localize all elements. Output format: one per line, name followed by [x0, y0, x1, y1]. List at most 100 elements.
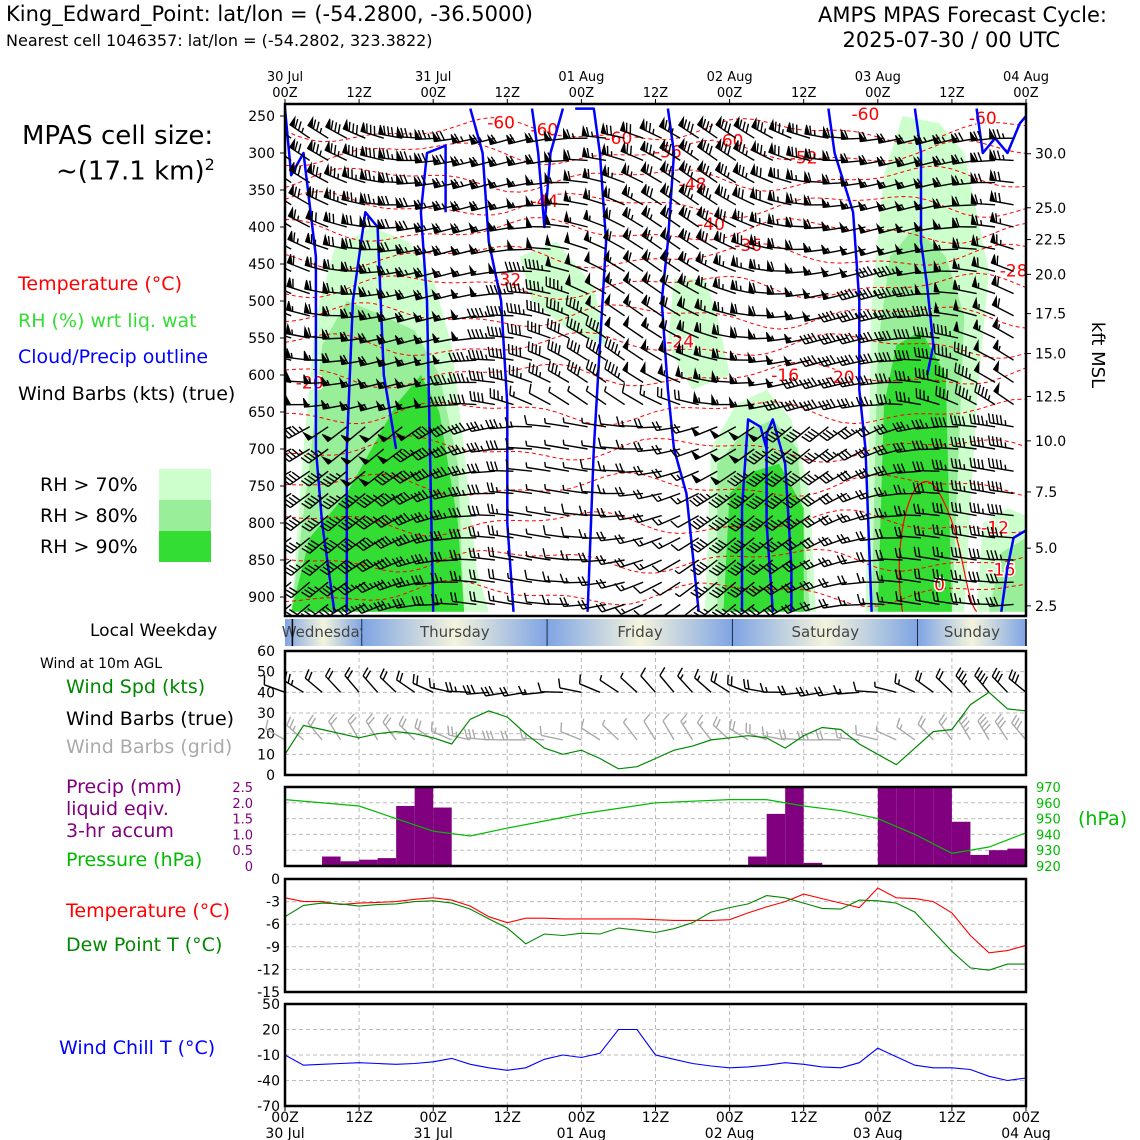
- wind-barb: [678, 137, 700, 161]
- barb-staff: [524, 569, 551, 583]
- wind-barb: [855, 266, 885, 279]
- wind-barb: [913, 346, 940, 361]
- barb-pennant: [932, 177, 941, 188]
- barb-pennant: [506, 177, 515, 188]
- barb-pennant: [659, 204, 667, 217]
- barb-pennant: [271, 207, 276, 217]
- wind-barb: [987, 503, 1014, 517]
- wind-barb: [729, 372, 755, 385]
- barb-staff: [447, 444, 477, 456]
- top-time-label: 00Z: [717, 86, 743, 101]
- wind10m-barb-true: [263, 675, 286, 693]
- barb-pennant: [727, 431, 740, 441]
- weekday-bar: Wednesday Thursday Friday Saturday Sunday: [282, 619, 1027, 646]
- wind-barb: [659, 181, 681, 206]
- wind-barb: [991, 294, 1014, 317]
- barb-staff: [931, 438, 959, 450]
- barb-pennant: [972, 296, 979, 310]
- wind-barb: [745, 470, 774, 488]
- barb-pennant: [303, 374, 311, 385]
- barb-pennant: [525, 215, 533, 228]
- barb-pennant: [450, 308, 459, 321]
- precip-bar: [414, 787, 434, 866]
- barb-pennant: [622, 250, 629, 262]
- barb-staff: [544, 439, 570, 450]
- barb-staff: [763, 537, 792, 553]
- wind-barb: [651, 444, 681, 455]
- wind-barb: [817, 354, 848, 367]
- wind10m-barb-true: [599, 674, 619, 693]
- wind-barb: [430, 593, 458, 606]
- wind-barb: [396, 149, 421, 162]
- barb-pennant: [766, 306, 774, 319]
- barb-pennant: [659, 272, 666, 285]
- wind-barb: [950, 132, 977, 144]
- barb-pennant: [321, 353, 329, 364]
- wind-barb: [836, 492, 866, 503]
- wind-barb: [973, 360, 996, 384]
- wind-barb: [507, 239, 533, 251]
- barb-pennant: [432, 178, 441, 189]
- wind-barb: [486, 482, 514, 495]
- barb-pennant: [603, 271, 611, 285]
- barb-staff: [373, 514, 403, 528]
- wind-barb: [307, 115, 329, 139]
- barb-staff: [325, 120, 348, 139]
- barb-pennant: [952, 217, 959, 228]
- wind-barb: [746, 426, 774, 443]
- wind-barb: [301, 537, 329, 554]
- wind-barb: [990, 233, 1014, 250]
- top-time-label: 12Z: [643, 86, 669, 101]
- barb-staff: [285, 581, 311, 599]
- barb-pennant: [785, 167, 792, 180]
- wind-barb: [873, 330, 903, 342]
- wind-tick-label: 20: [257, 727, 275, 743]
- wind-barb: [892, 463, 922, 474]
- pressure-tick-label: 960: [1036, 797, 1061, 812]
- barb-staff: [938, 713, 953, 741]
- barb-pennant: [953, 321, 960, 333]
- wind10m-barb-true: [395, 670, 416, 693]
- barb-staff: [969, 479, 996, 495]
- barb-pennant: [581, 124, 588, 137]
- wind-barb: [893, 349, 922, 361]
- barb-staff: [507, 572, 533, 583]
- barb-pennant: [641, 248, 648, 262]
- barb-pennant: [690, 449, 702, 461]
- barb-pennant: [933, 259, 940, 272]
- barb-staff: [913, 346, 940, 361]
- wind-barb: [508, 364, 533, 384]
- barb-staff: [336, 603, 366, 616]
- precip-bar: [785, 787, 804, 866]
- wind10m-barb-true: [894, 673, 916, 693]
- barb-staff: [448, 351, 477, 363]
- barb-staff: [836, 332, 866, 345]
- wind-barb: [678, 205, 700, 228]
- wind-barb: [285, 581, 311, 599]
- barb-staff: [448, 507, 477, 518]
- wind-barb: [323, 163, 348, 184]
- barb-pennant: [895, 135, 904, 145]
- wind-barb: [992, 339, 1014, 361]
- barb-staff: [517, 685, 545, 696]
- wind-barb: [952, 279, 977, 295]
- barb-staff: [875, 393, 903, 406]
- weekday-label: Sunday: [944, 623, 1000, 641]
- barb-staff: [615, 463, 644, 474]
- barb-pennant: [394, 377, 404, 389]
- barb-staff: [781, 537, 811, 552]
- barb-staff: [690, 559, 718, 576]
- barb-pennant: [678, 159, 685, 173]
- barb-pennant: [857, 177, 867, 189]
- barb-pennant: [413, 334, 422, 345]
- wind-barb: [396, 125, 421, 139]
- wind-barb: [543, 150, 570, 163]
- wind-barb: [972, 319, 996, 339]
- barb-staff: [285, 267, 292, 273]
- wind10m-barb-true: [462, 684, 489, 695]
- wind-barb: [301, 426, 329, 441]
- barb-pennant: [413, 151, 422, 164]
- barb-staff: [896, 717, 916, 741]
- wind-barb: [728, 396, 755, 408]
- barb-staff: [285, 426, 292, 431]
